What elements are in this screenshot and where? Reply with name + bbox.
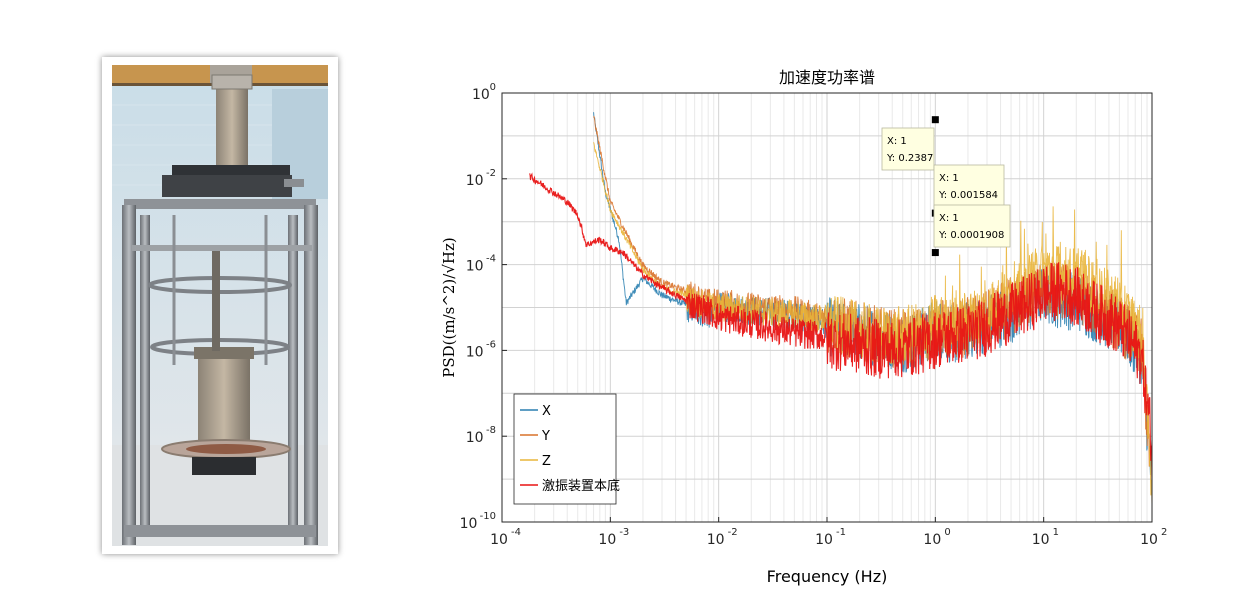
- series-line-4: [529, 172, 1153, 461]
- legend: XYZ 激振装置本底: [513, 393, 620, 505]
- y-tick-label: 10: [472, 87, 490, 103]
- series-layer: [529, 112, 1153, 507]
- datatip-marker[interactable]: [931, 116, 939, 124]
- axis-ticks: 10 -4 10 -3 10 -2 10 -1 10 0 10 1 10 2-1010-810-610-4…: [460, 82, 1168, 548]
- x-tick-label: 10: [1032, 532, 1050, 548]
- y-tick-exponent: -4: [486, 254, 496, 265]
- y-tick-exponent: -10: [480, 511, 496, 522]
- psd-chart: 10 -4 10 -3 10 -2 10 -1 10 0 10 1 10 2 -10 10 -8 10 -6 10 -4…: [430, 55, 1190, 600]
- y-axis-label: PSD((m/s^2)/√Hz): [440, 237, 458, 378]
- x-tick-label: 10: [815, 532, 833, 548]
- x-tick-exponent: -1: [836, 527, 846, 538]
- y-tick-label: 10: [466, 344, 484, 360]
- x-tick-label: 10: [923, 532, 941, 548]
- x-tick-label: 10: [707, 532, 725, 548]
- y-tick-label: 10: [466, 173, 484, 189]
- x-tick-exponent: -2: [728, 527, 738, 538]
- datatip-y-label: Y: 0.0001908: [938, 230, 1004, 241]
- datatip-y-label: Y: 0.2387: [886, 153, 933, 164]
- datatip-x-label: X: 1: [939, 173, 959, 184]
- datatip-x-label: X: 1: [887, 136, 907, 147]
- x-tick-exponent: 1: [1053, 527, 1059, 538]
- x-axis-label: Frequency (Hz): [767, 567, 888, 586]
- psd-chart-svg: 10 -4 10 -3 10 -2 10 -1 10 0 10 1 10 2-1010-810-610-4…: [440, 68, 1168, 586]
- x-tick-label: 10: [490, 532, 508, 548]
- datatip-marker[interactable]: [931, 249, 939, 257]
- chart-title: 加速度功率谱: [779, 68, 875, 87]
- x-tick-label: 10: [598, 532, 616, 548]
- apparatus-photo: [112, 65, 328, 546]
- y-tick-exponent: -2: [486, 168, 496, 179]
- x-tick-exponent: 0: [944, 527, 950, 538]
- x-tick-exponent: -3: [619, 527, 629, 538]
- datatip-box: [933, 164, 1005, 208]
- y-tick-exponent: -6: [486, 339, 496, 350]
- y-tick-label: 10: [466, 259, 484, 275]
- legend-entry-label: 激振装置本底: [542, 478, 620, 494]
- datatip-y-label: Y: 0.001584: [938, 190, 998, 201]
- x-tick-exponent: 2: [1161, 527, 1167, 538]
- y-tick-label: 10: [460, 516, 478, 532]
- y-tick-exponent: 0: [490, 82, 496, 93]
- legend-entry-label: Y: [541, 429, 550, 444]
- legend-entry-label: X: [542, 404, 551, 419]
- x-tick-label: 10: [1140, 532, 1158, 548]
- apparatus-photo-frame: [102, 57, 338, 554]
- x-tick-exponent: -4: [511, 527, 521, 538]
- datatip-box: [881, 127, 935, 171]
- y-tick-exponent: -8: [486, 425, 496, 436]
- datatips: X: 1 Y: 0.2387 X: 1 Y: 0.001584 X: 1 Y: 0.000…: [881, 116, 1011, 257]
- datatip-box: [933, 204, 1011, 248]
- legend-entry-label: Z: [542, 454, 551, 469]
- datatip-x-label: X: 1: [939, 213, 959, 224]
- y-tick-label: 10: [466, 430, 484, 446]
